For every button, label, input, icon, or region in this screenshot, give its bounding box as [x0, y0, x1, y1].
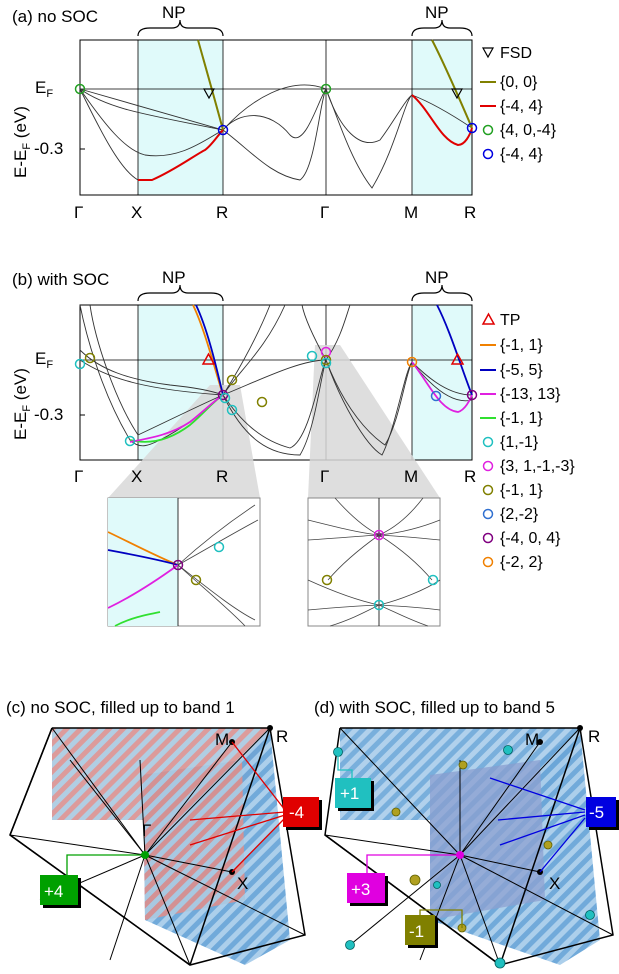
kpoint-labels-b: Γ X R Γ M R	[74, 467, 476, 486]
band-olive-a2	[431, 39, 473, 129]
bz-d-charge-2: +3	[351, 880, 370, 899]
legend-b-item: {-4, 0, 4}	[500, 530, 561, 547]
panel-a: (a) no SOC NP NP	[11, 3, 478, 222]
panel-d-label: (d) with SOC, filled up to band 5	[314, 698, 555, 717]
np-label-b1: NP	[162, 268, 186, 287]
svg-text:R: R	[464, 467, 476, 486]
legend-a: FSD {0, 0} {-4, 4} {4, 0,-4} {-4, 4}	[480, 45, 557, 163]
legend-a-item: {-4, 4}	[500, 98, 543, 115]
panel-b-label: (b) with SOC	[12, 270, 109, 289]
band-red-a2	[411, 94, 473, 147]
legend-a-item: {4, 0,-4}	[500, 122, 557, 139]
ef-label-b: EF	[35, 349, 53, 371]
zoom-inset-right	[307, 497, 441, 627]
np-label-a1: NP	[162, 3, 186, 22]
svg-text:X: X	[131, 203, 142, 222]
legend-a-title: FSD	[500, 45, 532, 62]
legend-b-title: TP	[500, 312, 520, 329]
legend-b-item: {-1, 1}	[500, 410, 543, 427]
bz-d-charge-1: +1	[340, 784, 359, 803]
marker-blue-a1	[217, 124, 229, 136]
bz-d-charge-4: -5	[589, 803, 604, 822]
bz-c-point-g: Γ	[142, 821, 151, 840]
panel-b: (b) with SOC NP NP	[11, 268, 478, 498]
legend-b-item: {2,-2}	[500, 506, 539, 523]
legend-b-item: {-2, 2}	[500, 554, 543, 571]
legend-b-item: {-13, 13}	[500, 386, 561, 403]
zoom-wedge-left	[108, 385, 260, 498]
bz-d-charge-3: -1	[409, 922, 424, 941]
legend-a-item: {-4, 4}	[500, 146, 543, 163]
tick-label-b: -0.3	[34, 405, 63, 424]
svg-text:M: M	[404, 203, 418, 222]
plot-frame-a	[79, 39, 473, 196]
panel-c-label: (c) no SOC, filled up to band 1	[6, 698, 235, 717]
legend-b: TP {-1, 1} {-5, 5} {-13, 13} {-1, 1} {1,…	[480, 312, 575, 571]
bz-c-charge-neg: -4	[289, 803, 304, 822]
bz-d-point-r: R	[588, 727, 600, 746]
tick-label-a: -0.3	[34, 139, 63, 158]
marker-green-a2	[320, 83, 332, 95]
panel-a-label: (a) no SOC	[12, 7, 98, 26]
bz-d-point-m: M	[525, 730, 539, 749]
ylabel-a: E-EF (eV)	[11, 106, 33, 178]
panel-d: (d) with SOC, filled up to band 5	[314, 698, 619, 969]
np-label-a2: NP	[425, 3, 449, 22]
ylabel-b: E-EF (eV)	[11, 368, 33, 440]
svg-text:Γ: Γ	[74, 467, 83, 486]
np-brace-a1	[137, 19, 224, 37]
marker-green-a1	[74, 83, 86, 95]
legend-b-item: {1,-1}	[500, 434, 539, 451]
fsd-legend-icon	[481, 47, 495, 59]
bz-c-charge-pos: +4	[44, 882, 63, 901]
zoom-inset-left	[107, 497, 261, 627]
panel-c: (c) no SOC, filled up to band 1	[6, 698, 322, 966]
bz-c-point-m: M	[215, 730, 229, 749]
svg-text:Γ: Γ	[74, 203, 83, 222]
bz-c-point-x: X	[237, 874, 248, 893]
ef-label-a: EF	[35, 78, 53, 100]
fsd-marker-a2	[450, 88, 464, 100]
svg-text:R: R	[464, 203, 476, 222]
svg-text:Γ: Γ	[320, 467, 329, 486]
zoom-wedge-right	[308, 345, 440, 498]
np-region-a2	[412, 40, 472, 195]
legend-b-item: {3, 1,-1,-3}	[500, 458, 575, 475]
svg-text:M: M	[404, 467, 418, 486]
svg-text:R: R	[216, 467, 228, 486]
band-olive-a1	[197, 39, 224, 131]
band-red-a1	[138, 129, 224, 181]
svg-text:R: R	[216, 203, 228, 222]
legend-b-item: {-1, 1}	[500, 482, 543, 499]
bz-d-point-x: X	[549, 874, 560, 893]
legend-a-item: {0, 0}	[500, 74, 538, 91]
marker-blue-a2	[466, 122, 478, 134]
np-brace-a2	[411, 19, 473, 37]
kpoint-labels-a: Γ X R Γ M R	[74, 203, 476, 222]
svg-text:X: X	[131, 467, 142, 486]
svg-text:Γ: Γ	[320, 203, 329, 222]
fsd-marker-a1	[202, 88, 216, 100]
bands-a	[79, 84, 473, 189]
plot-frame-b	[79, 304, 473, 461]
np-label-b2: NP	[425, 268, 449, 287]
legend-b-item: {-1, 1}	[500, 337, 543, 354]
legend-b-item: {-5, 5}	[500, 362, 543, 379]
bz-c-point-r: R	[276, 727, 288, 746]
